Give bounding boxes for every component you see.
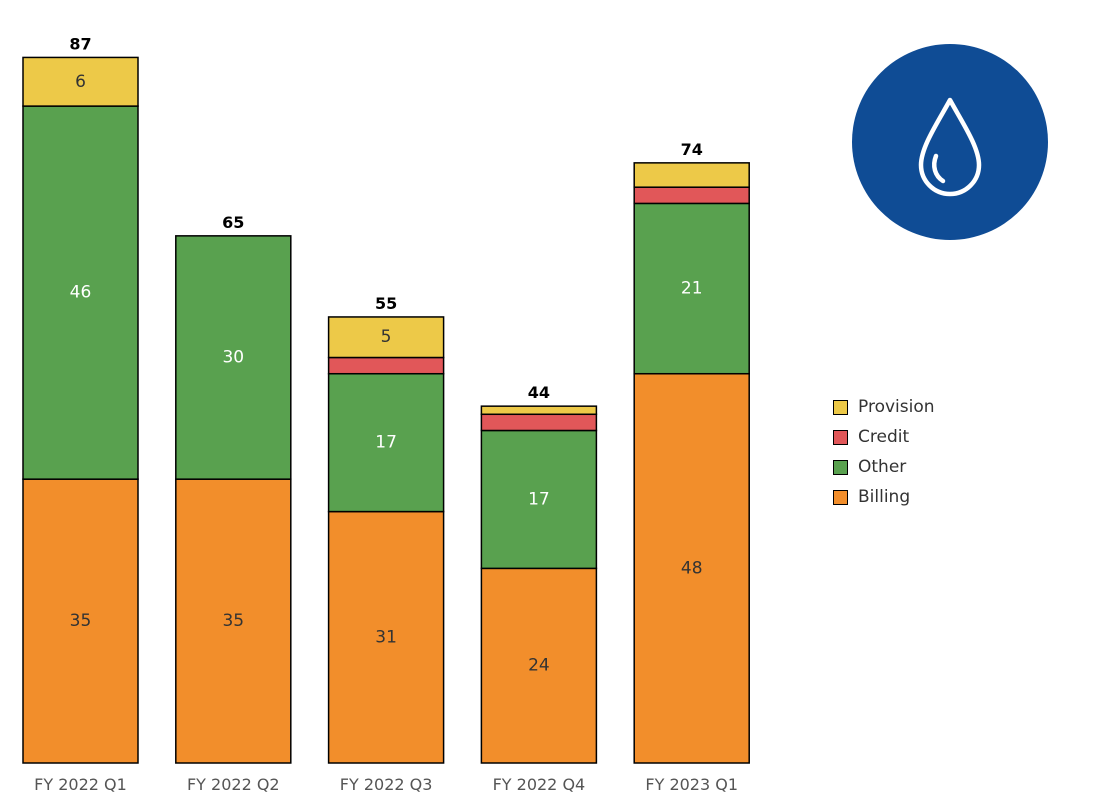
total-label-fy-2022-q2: 65 — [222, 213, 244, 232]
legend: Provision Credit Other Billing — [833, 392, 935, 512]
bar-segment-billing-fy-2022-q2 — [175, 478, 292, 764]
bar-segment-other-fy-2023-q1 — [633, 202, 750, 375]
segment-label-billing-fy-2022-q1: 35 — [70, 611, 92, 631]
segment-labels-layer: 35 46 6 35 30 31 17 5 24 17 48 21 — [70, 72, 703, 676]
total-label-fy-2022-q1: 87 — [69, 34, 91, 53]
bar-segment-other-fy-2022-q2 — [175, 235, 292, 480]
legend-item-other: Other — [833, 452, 935, 482]
legend-swatch-provision — [833, 399, 848, 415]
legend-item-billing: Billing — [833, 482, 935, 512]
segment-label-other-fy-2022-q3: 17 — [375, 433, 397, 453]
bar-segment-credit-fy-2022-q4 — [480, 413, 598, 432]
bar-segment-provision-fy-2022-q1 — [22, 56, 139, 107]
total-label-fy-2023-q1: 74 — [681, 140, 703, 159]
bar-segment-credit-fy-2022-q3 — [327, 356, 445, 375]
segment-label-billing-fy-2022-q3: 31 — [375, 627, 397, 647]
x-tick-label-fy-2022-q1: FY 2022 Q1 — [34, 775, 127, 794]
segment-label-provision-fy-2022-q3: 5 — [381, 327, 392, 347]
x-axis-tick-labels: FY 2022 Q1 FY 2022 Q2 FY 2022 Q3 FY 2022 Q4… — [34, 775, 738, 794]
bar-segment-other-fy-2022-q3 — [327, 372, 445, 513]
legend-item-credit: Credit — [833, 422, 935, 452]
bar-segment-billing-fy-2023-q1 — [633, 372, 750, 764]
legend-label-credit: Credit — [858, 427, 910, 447]
badge-circle — [852, 44, 1048, 240]
segment-label-provision-fy-2022-q1: 6 — [75, 72, 86, 92]
x-tick-label-fy-2022-q3: FY 2022 Q3 — [340, 775, 433, 794]
legend-item-provision: Provision — [833, 392, 935, 422]
legend-swatch-credit — [833, 429, 848, 445]
segment-label-billing-fy-2022-q2: 35 — [222, 611, 244, 631]
legend-label-billing: Billing — [858, 487, 911, 507]
segment-label-other-fy-2022-q4: 17 — [528, 489, 550, 509]
segment-label-other-fy-2022-q1: 46 — [70, 283, 92, 303]
bar-segment-provision-fy-2022-q3 — [327, 316, 445, 359]
legend-label-other: Other — [858, 457, 907, 477]
x-tick-label-fy-2022-q4: FY 2022 Q4 — [493, 775, 586, 794]
bar-segment-provision-fy-2022-q4 — [480, 405, 598, 416]
segment-label-billing-fy-2022-q4: 24 — [528, 656, 550, 676]
total-label-fy-2022-q4: 44 — [528, 383, 550, 402]
segment-label-other-fy-2022-q2: 30 — [222, 348, 244, 368]
bar-segment-billing-fy-2022-q4 — [480, 567, 598, 764]
water-drop-icon — [918, 97, 982, 197]
x-tick-label-fy-2022-q2: FY 2022 Q2 — [187, 775, 280, 794]
legend-swatch-billing — [833, 489, 848, 505]
bar-segment-billing-fy-2022-q3 — [327, 510, 445, 764]
bars-layer — [22, 56, 750, 764]
bar-segment-provision-fy-2023-q1 — [633, 162, 750, 188]
bar-segment-other-fy-2022-q1 — [22, 105, 139, 480]
total-label-fy-2022-q3: 55 — [375, 294, 397, 313]
x-tick-label-fy-2023-q1: FY 2023 Q1 — [645, 775, 738, 794]
bar-segment-credit-fy-2023-q1 — [633, 186, 750, 205]
legend-label-provision: Provision — [858, 397, 935, 417]
legend-swatch-other — [833, 459, 848, 475]
segment-label-other-fy-2023-q1: 21 — [681, 279, 703, 299]
segment-label-billing-fy-2023-q1: 48 — [681, 558, 703, 578]
bar-segment-billing-fy-2022-q1 — [22, 478, 139, 764]
